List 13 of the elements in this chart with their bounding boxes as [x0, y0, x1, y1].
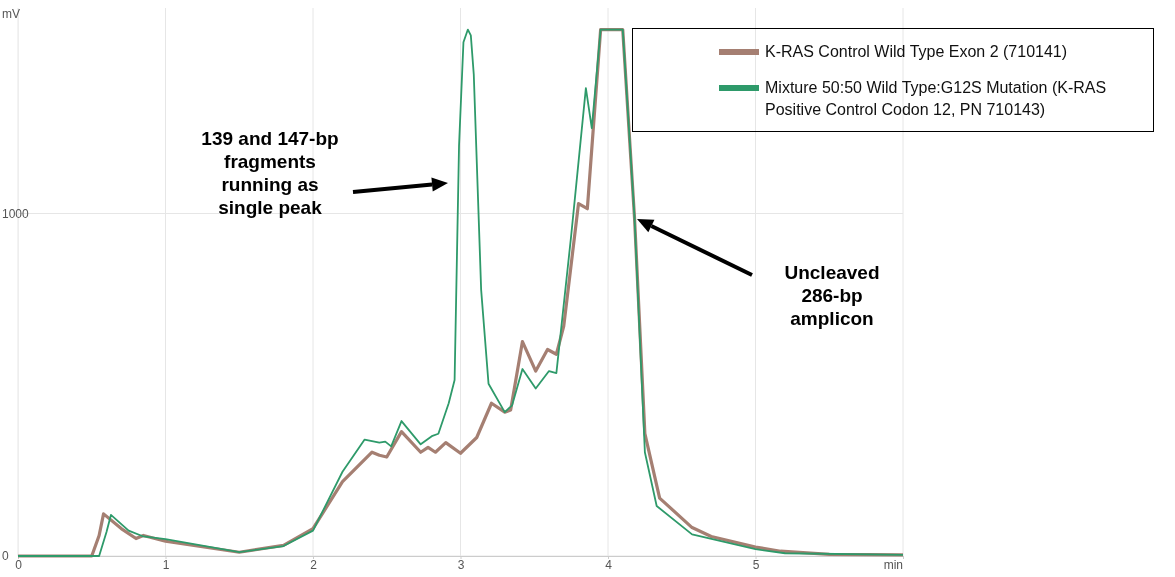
y-tick-label: 1000 [2, 206, 30, 221]
y-axis-title: mV [2, 7, 20, 21]
x-tick-label: 4 [605, 557, 613, 572]
x-tick-label: 5 [752, 557, 760, 572]
annotation: Uncleaved 286-bp amplicon [784, 262, 880, 329]
x-tick-label: 2 [310, 557, 318, 572]
annotation: 139 and 147-bp fragments running as single peak [201, 128, 339, 218]
x-axis-title: min [883, 558, 903, 572]
x-tick-label: 1 [162, 557, 170, 572]
legend-label: K-RAS Control Wild Type Exon 2 (710141) [765, 42, 1069, 62]
legend-label: Mixture 50:50 Wild Type:G12S Mutation (K-RAS Positive Control Codon 12, PN 710143) [765, 78, 1108, 120]
x-tick-label: 0 [15, 557, 23, 572]
x-tick-label: 3 [457, 557, 465, 572]
